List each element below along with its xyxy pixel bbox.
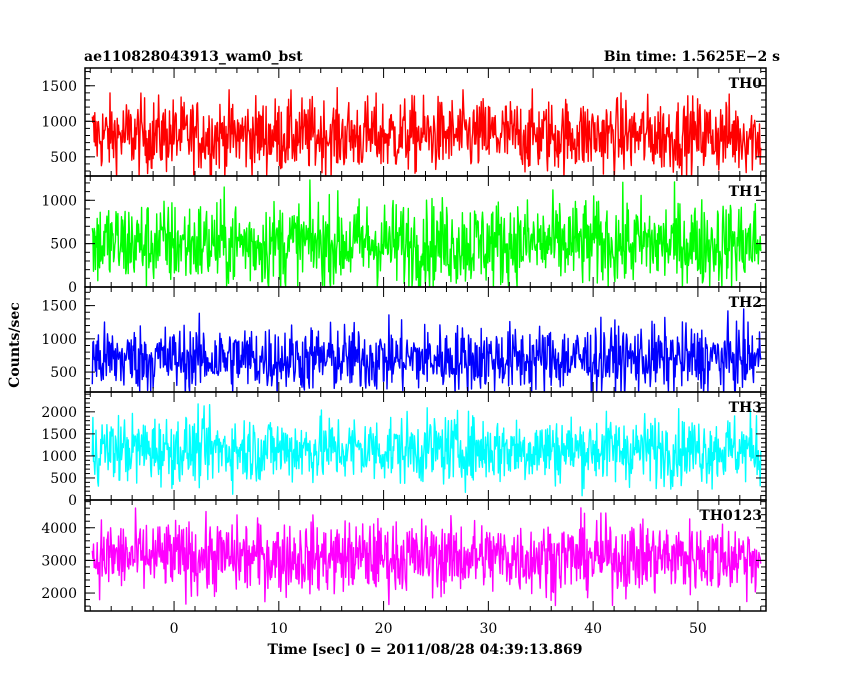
chart-title-left: ae110828043913_wam0_bst — [84, 49, 303, 65]
y-tick-label: 1500 — [41, 299, 77, 315]
y-tick-label: 500 — [50, 365, 77, 381]
y-axis-label: Counts/sec — [7, 302, 23, 388]
panel-label: TH2 — [729, 295, 762, 311]
panel-label: TH0 — [729, 76, 763, 92]
x-tick-label: 50 — [689, 621, 707, 637]
panel-label: TH0123 — [699, 508, 762, 524]
chart-title-right: Bin time: 1.5625E−2 s — [604, 49, 780, 65]
series-line-th0123 — [91, 507, 762, 607]
y-tick-label: 0 — [68, 493, 77, 509]
y-tick-label: 1000 — [41, 332, 77, 348]
series-line-th2 — [91, 308, 762, 392]
y-tick-label: 1500 — [41, 427, 77, 443]
x-tick-label: 10 — [270, 621, 288, 637]
y-tick-label: 1500 — [41, 79, 77, 95]
y-tick-label: 500 — [50, 471, 77, 487]
x-tick-label: 40 — [584, 621, 602, 637]
y-tick-label: 1000 — [41, 193, 77, 209]
series-line-th3 — [91, 403, 762, 497]
panel-th0: 500 1000 1500 TH0 — [41, 67, 767, 177]
y-tick-label: 2000 — [41, 586, 77, 602]
series-line-th0 — [91, 87, 762, 176]
panel-th1: 0 500 1000 TH1 — [41, 175, 767, 296]
panel-th2: 500 1000 1500 TH2 — [41, 286, 767, 393]
panel-th3: 0 500 1000 1500 2000 TH3 — [41, 391, 767, 509]
y-tick-label: 500 — [50, 150, 77, 166]
x-tick-label: 20 — [375, 621, 393, 637]
panel-label: TH1 — [729, 184, 762, 200]
x-tick-label: 30 — [479, 621, 497, 637]
series-line-th1 — [91, 179, 762, 287]
y-tick-label: 0 — [68, 280, 77, 296]
y-tick-label: 4000 — [41, 521, 77, 537]
x-tick-label: 0 — [170, 621, 179, 637]
y-tick-label: 1000 — [41, 114, 77, 130]
panel-th0123: 2000 3000 4000 TH0123 — [41, 499, 767, 612]
x-axis-label: Time [sec] 0 = 2011/08/28 04:39:13.869 — [268, 642, 583, 658]
y-tick-label: 1000 — [41, 449, 77, 465]
y-tick-label: 2000 — [41, 405, 77, 421]
y-tick-label: 3000 — [41, 553, 77, 569]
y-tick-label: 500 — [50, 237, 77, 253]
panel-label: TH3 — [729, 400, 762, 416]
